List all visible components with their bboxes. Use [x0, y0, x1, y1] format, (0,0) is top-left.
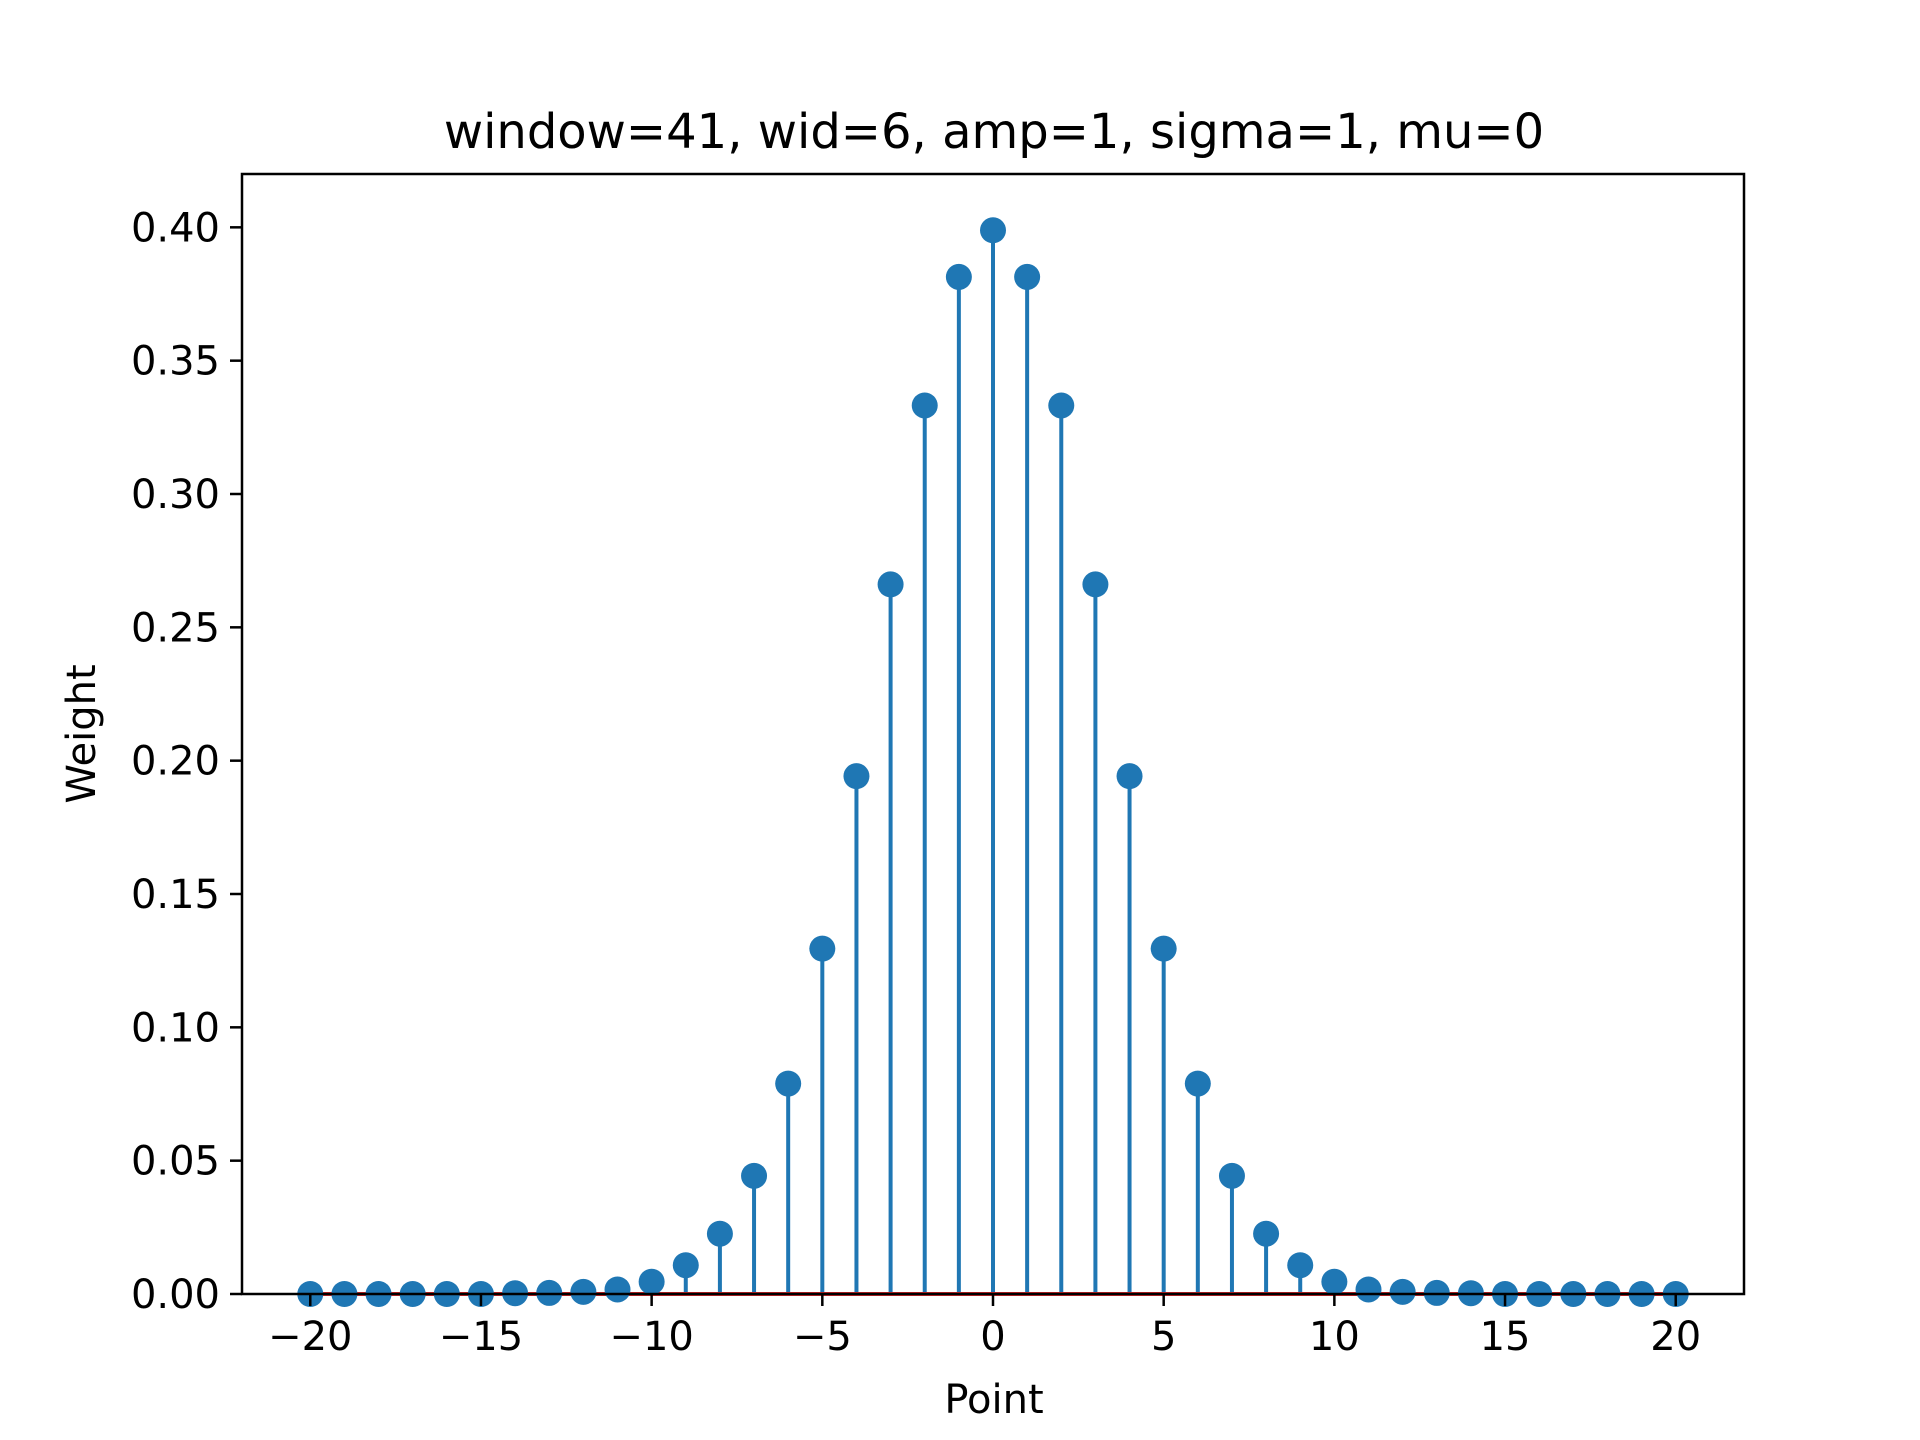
x-tick-label: −20 — [268, 1314, 352, 1360]
y-axis-title: Weight — [59, 664, 105, 803]
stem-marker — [672, 1252, 699, 1279]
y-tick-label: 0.05 — [131, 1139, 220, 1185]
stem-marker — [1218, 1162, 1245, 1189]
stem-marker — [1389, 1278, 1416, 1305]
y-axis: 0.00 0.05 0.10 0.15 0.20 0.25 0.30 0.35 0.40 — [131, 205, 242, 1318]
plot-area — [297, 217, 1689, 1307]
x-tick-label: 15 — [1480, 1314, 1531, 1360]
x-tick-label: 20 — [1650, 1314, 1701, 1360]
stem-marker — [1355, 1276, 1382, 1303]
stem-marker — [877, 571, 904, 598]
chart-title: window=41, wid=6, amp=1, sigma=1, mu=0 — [444, 104, 1544, 160]
x-tick-label: −5 — [793, 1314, 852, 1360]
x-tick-label: −15 — [439, 1314, 523, 1360]
x-tick-label: 0 — [980, 1314, 1005, 1360]
stem-marker — [1253, 1220, 1280, 1247]
stem-marker — [604, 1276, 631, 1303]
stem-marker — [1321, 1268, 1348, 1295]
stem-marker — [843, 763, 870, 790]
stem-marker — [1082, 571, 1109, 598]
stem-marker — [809, 935, 836, 962]
stem-marker — [638, 1268, 665, 1295]
stem-marker — [775, 1070, 802, 1097]
y-tick-label: 0.35 — [131, 339, 220, 385]
stem-marker — [1184, 1070, 1211, 1097]
stem-marker — [945, 263, 972, 290]
y-tick-label: 0.40 — [131, 205, 220, 251]
stem-marker — [1150, 935, 1177, 962]
y-tick-label: 0.20 — [131, 739, 220, 785]
x-tick-label: 10 — [1309, 1314, 1360, 1360]
stem-marker — [706, 1220, 733, 1247]
y-tick-label: 0.00 — [131, 1272, 220, 1318]
x-tick-label: 5 — [1151, 1314, 1176, 1360]
stem-marker — [1116, 763, 1143, 790]
x-tick-label: −10 — [609, 1314, 693, 1360]
y-tick-label: 0.25 — [131, 605, 220, 651]
y-tick-label: 0.10 — [131, 1005, 220, 1051]
stem-marker — [911, 392, 938, 419]
x-axis: −20 −15 −10 −5 0 5 10 15 20 — [268, 1294, 1701, 1360]
stem-marker — [570, 1278, 597, 1305]
y-tick-label: 0.30 — [131, 472, 220, 518]
stem-marker — [1014, 263, 1041, 290]
stem-marker — [1048, 392, 1075, 419]
y-tick-label: 0.15 — [131, 872, 220, 918]
stem-marker — [1287, 1252, 1314, 1279]
stem-marker — [741, 1162, 768, 1189]
x-axis-title: Point — [944, 1377, 1043, 1423]
stem-marker — [980, 217, 1006, 244]
